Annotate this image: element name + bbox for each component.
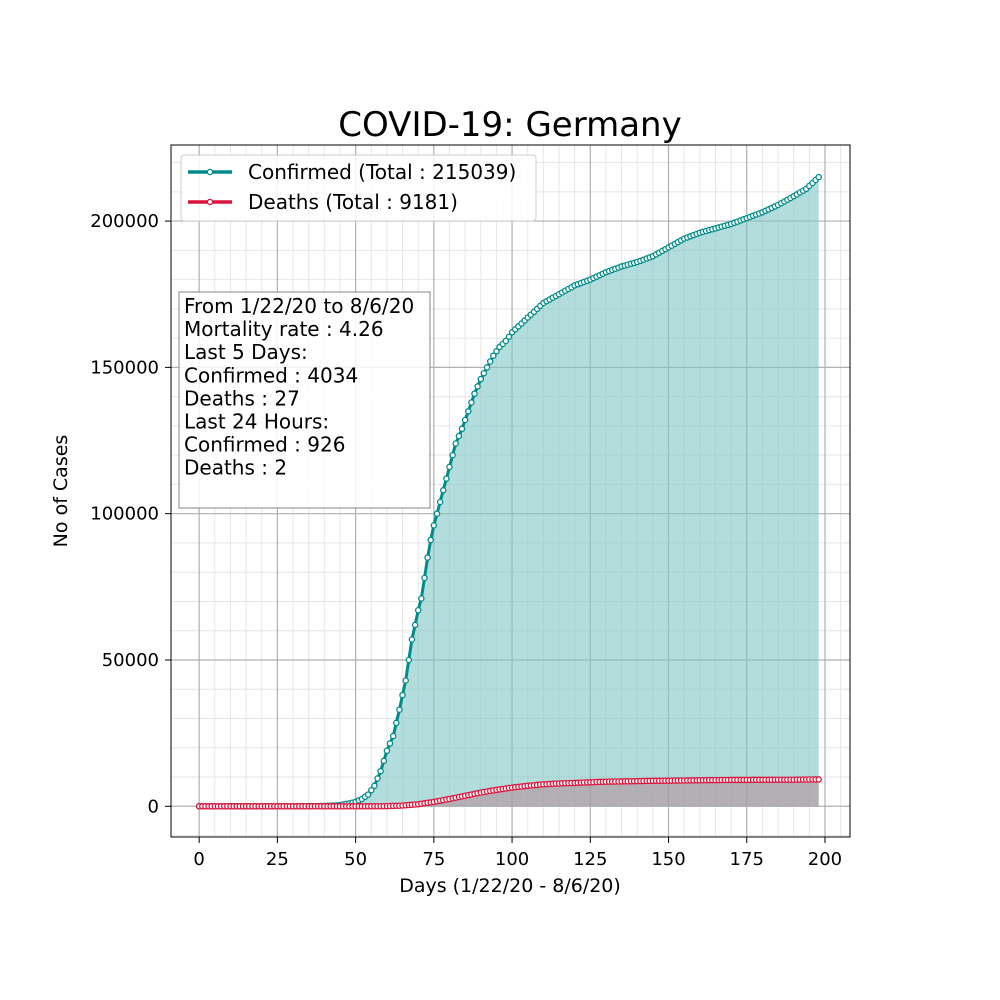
x-tick-label: 150 xyxy=(651,849,685,870)
data-point xyxy=(474,383,481,390)
x-axis-label: Days (1/22/20 - 8/6/20) xyxy=(399,875,621,897)
series-area-fill xyxy=(199,779,819,807)
data-point xyxy=(411,621,419,629)
data-point xyxy=(402,677,409,684)
data-point xyxy=(383,747,391,754)
data-point xyxy=(505,333,513,340)
info-line: Confirmed : 4034 xyxy=(184,363,358,387)
data-point xyxy=(443,475,450,482)
chart-title: COVID-19: Germany xyxy=(338,105,681,145)
x-tick-label: 75 xyxy=(422,849,445,870)
y-tick-label: 0 xyxy=(148,796,159,817)
area-fills xyxy=(199,177,819,807)
data-point xyxy=(452,440,459,447)
y-tick-label: 200000 xyxy=(90,211,159,232)
data-point xyxy=(486,358,494,365)
x-tick-label: 200 xyxy=(808,849,842,870)
y-axis-label: No of Cases xyxy=(50,435,72,548)
data-point xyxy=(468,399,475,406)
legend-frame xyxy=(180,154,537,222)
y-tick-label: 50000 xyxy=(102,650,159,671)
data-point xyxy=(490,352,497,359)
series-area-fill xyxy=(199,177,819,807)
data-point xyxy=(436,498,444,506)
data-point xyxy=(480,369,488,377)
x-tick-label: 125 xyxy=(573,849,607,870)
data-point xyxy=(430,522,438,529)
y-tick-label: 100000 xyxy=(90,504,159,525)
data-point xyxy=(418,595,425,602)
data-point xyxy=(386,740,394,747)
info-line: From 1/22/20 to 8/6/20 xyxy=(184,294,414,318)
data-point xyxy=(393,719,400,727)
x-tick-label: 50 xyxy=(344,849,367,870)
legend-label: Confirmed (Total : 215039) xyxy=(248,160,516,184)
legend-swatch-marker xyxy=(206,168,214,176)
x-tick-label: 175 xyxy=(730,849,764,870)
legend-items: Confirmed (Total : 215039) Deaths (Total … xyxy=(188,160,516,214)
data-point xyxy=(461,416,469,424)
data-point xyxy=(449,451,456,459)
data-point xyxy=(439,487,447,494)
info-line: Last 5 Days: xyxy=(184,340,308,364)
data-point xyxy=(483,364,491,371)
info-line: Confirmed : 926 xyxy=(184,433,345,457)
data-point xyxy=(493,348,500,355)
x-tick-label: 100 xyxy=(495,849,529,870)
data-point xyxy=(414,606,422,614)
data-point xyxy=(815,173,822,181)
data-point xyxy=(458,425,466,433)
x-tick-label: 0 xyxy=(193,849,204,870)
legend: Confirmed (Total : 215039) Deaths (Total … xyxy=(180,154,537,222)
info-box-frame xyxy=(178,291,431,509)
data-point xyxy=(446,463,453,471)
data-point xyxy=(377,767,384,775)
plot-frame xyxy=(170,144,851,838)
data-point xyxy=(421,574,428,582)
x-axis-ticks: 0 25 50 75 100 125 150 175 200 xyxy=(193,837,842,870)
data-point xyxy=(465,408,472,415)
info-line: Deaths : 27 xyxy=(184,386,300,410)
data-point xyxy=(408,636,416,643)
data-point xyxy=(455,432,463,440)
legend-label: Deaths (Total : 9181) xyxy=(248,190,458,214)
series-markers xyxy=(195,173,822,810)
data-point xyxy=(380,757,388,765)
data-point xyxy=(364,791,372,798)
data-point xyxy=(371,782,378,790)
data-point xyxy=(396,706,403,713)
data-point xyxy=(424,554,431,561)
info-line: Deaths : 2 xyxy=(184,456,287,480)
data-point xyxy=(433,510,441,517)
data-point xyxy=(502,337,510,345)
y-axis-ticks: 0 50000 100000 150000 200000 xyxy=(90,211,171,817)
data-point xyxy=(374,775,381,782)
data-point xyxy=(389,732,397,740)
info-line: Last 24 Hours: xyxy=(184,410,329,434)
x-tick-label: 25 xyxy=(266,849,289,870)
data-point xyxy=(399,691,406,699)
data-point xyxy=(368,786,375,794)
y-tick-label: 150000 xyxy=(90,357,159,378)
data-point xyxy=(427,536,434,544)
info-line: Mortality rate : 4.26 xyxy=(184,317,384,341)
legend-swatch-marker xyxy=(206,198,214,206)
data-point xyxy=(815,776,822,783)
data-point xyxy=(477,375,485,383)
data-point xyxy=(471,390,478,397)
data-point xyxy=(405,656,413,664)
